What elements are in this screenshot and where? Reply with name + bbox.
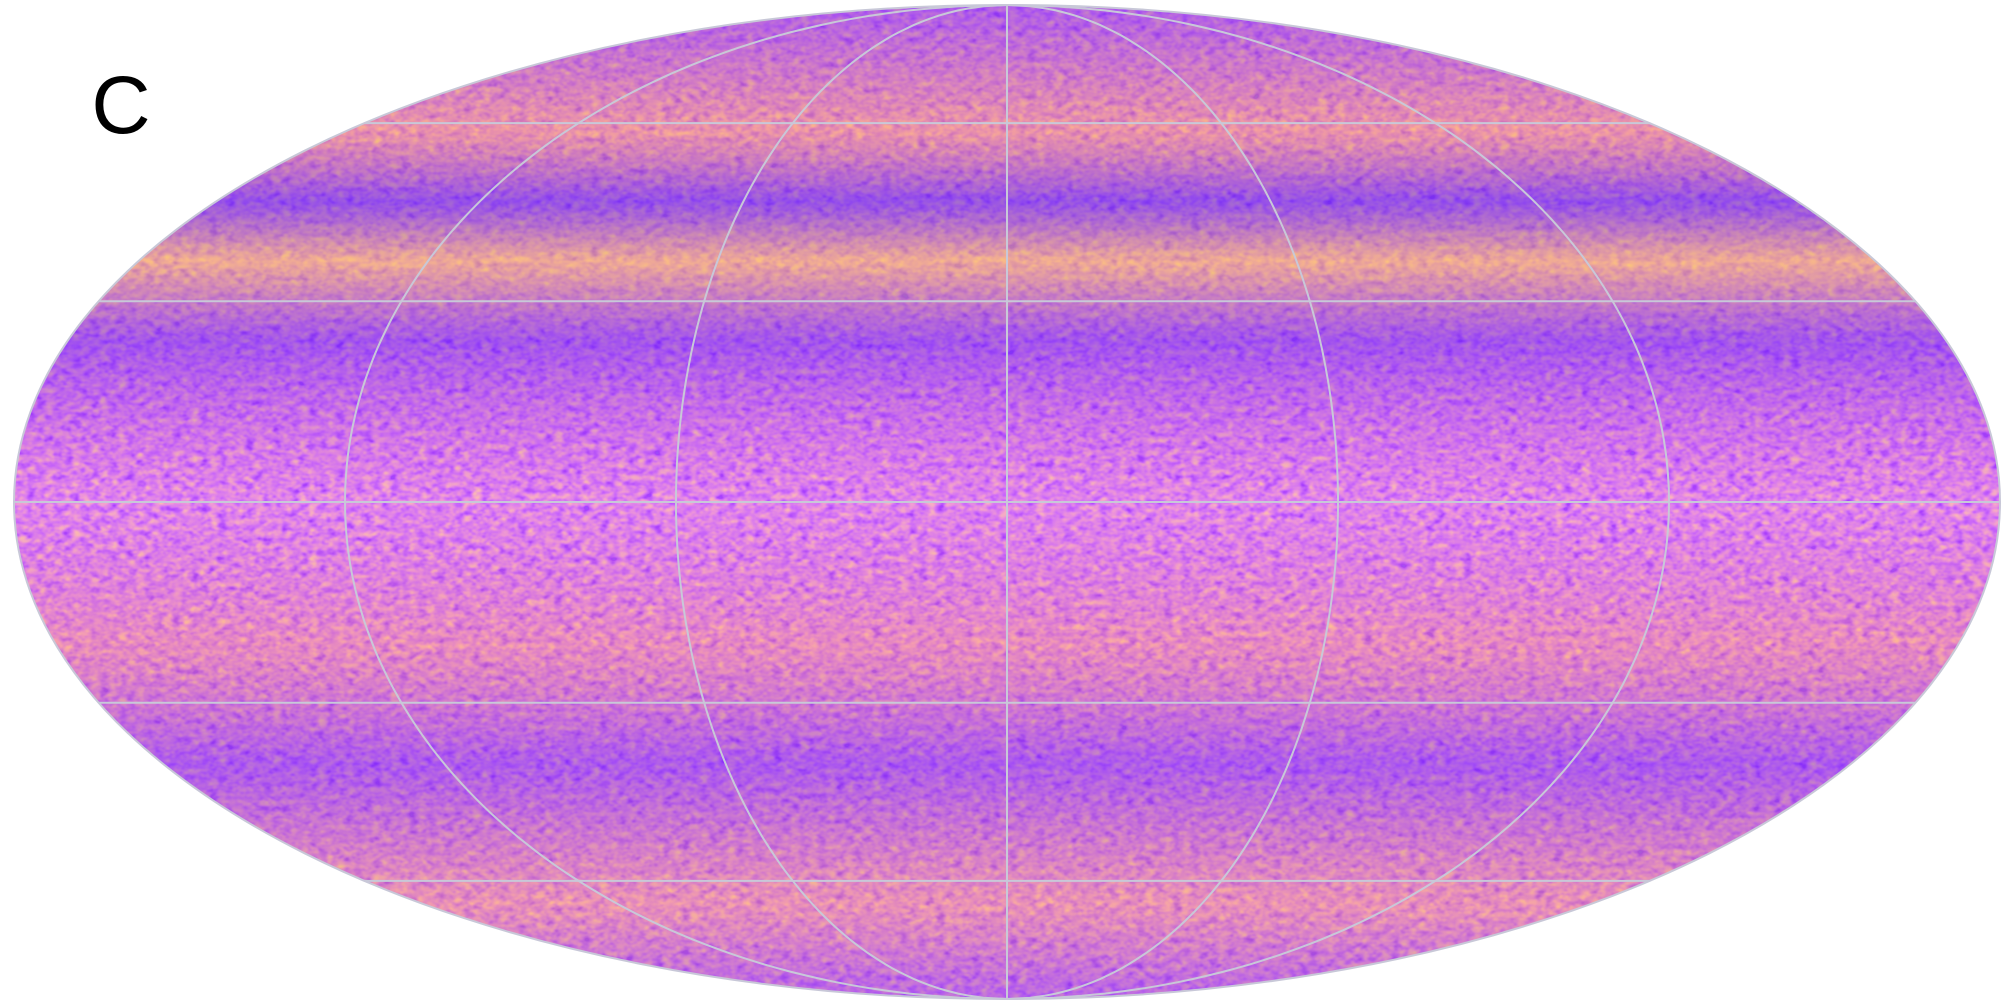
graticule-line <box>343 4 1008 1000</box>
graticule-line <box>1006 4 1339 1000</box>
graticule-line <box>675 4 1008 1000</box>
map-outline <box>13 4 2001 1000</box>
graticule <box>14 4 2000 1000</box>
graticule-line <box>1006 4 1671 1000</box>
panel-label: C <box>91 60 150 151</box>
